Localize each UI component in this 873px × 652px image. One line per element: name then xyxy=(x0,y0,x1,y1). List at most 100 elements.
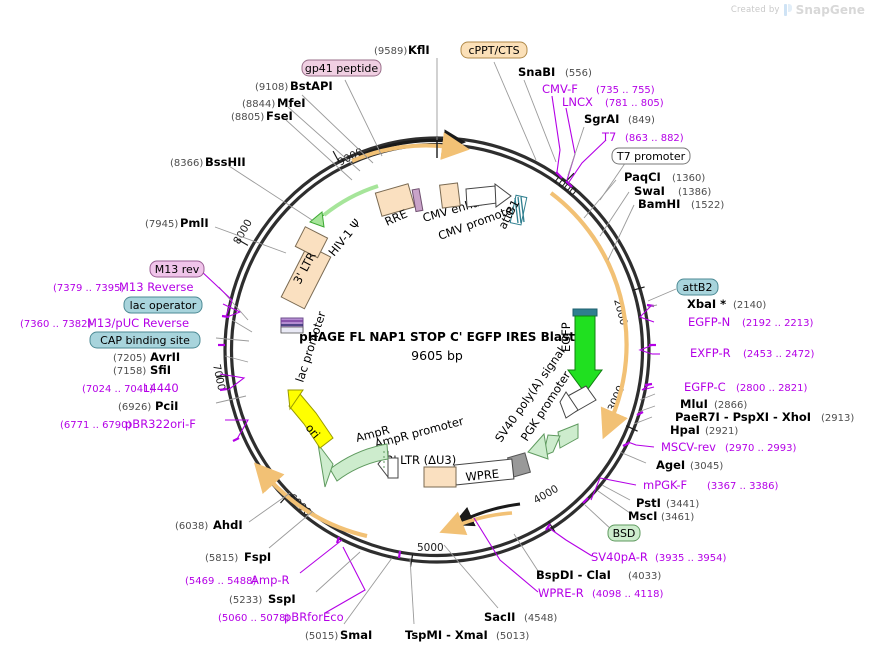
cutsite-name-psti: PstI xyxy=(636,496,661,510)
primer-name-egfp-n: EGFP-N xyxy=(688,315,730,329)
badge-label-lac-operator: lac operator xyxy=(130,299,197,312)
feature-wpre: WPRE xyxy=(453,458,515,486)
primer-pos-egfp-n: (2192 .. 2213) xyxy=(742,318,814,329)
cutsite-name-bamhi: BamHI xyxy=(638,197,680,211)
badge-m13-rev[interactable]: M13 rev xyxy=(149,260,205,278)
cutsite-pos-paer7i-pspxi-xhoi: (2913) xyxy=(821,413,854,424)
cutsite-pos-bspdi-clai: (4033) xyxy=(628,571,661,582)
cutsite-pos-swai: (1386) xyxy=(678,187,711,198)
feature-box-rre xyxy=(374,183,416,217)
primer-pos-l4440: (7024 .. 7041) xyxy=(82,384,154,395)
cutsite-pos-avrii: (7205) xyxy=(113,353,146,364)
primer-pos-cmv-f: (735 .. 755) xyxy=(596,85,655,96)
cutsite-pos-tspmi-xmai: (5013) xyxy=(496,631,529,642)
primer-name-m13-reverse: M13 Reverse xyxy=(119,280,193,294)
cutsite-pos-sgrai: (849) xyxy=(628,115,655,126)
cutsite-name-pcii: PciI xyxy=(155,399,178,413)
primer-name-lncx: LNCX xyxy=(562,95,593,109)
badge-label-bsd: BSD xyxy=(613,527,636,540)
feature-label-hiv1-psi: HIV-1 Ψ xyxy=(325,216,363,259)
badge-attb2[interactable]: attB2 xyxy=(676,278,719,296)
primer-name-wpre-r: WPRE-R xyxy=(538,586,584,600)
cutsite-name-sgrai: SgrAI xyxy=(584,112,619,126)
cutsite-pos-smai: (5015) xyxy=(305,631,338,642)
cutsite-name-swai: SwaI xyxy=(634,184,665,198)
badge-label-attb2: attB2 xyxy=(683,281,713,294)
feature-badges: gp41 peptide cPPT/CTS T7 promoter attB2 … xyxy=(89,41,719,542)
cutsite-name-fsei: FseI xyxy=(266,109,293,123)
tick-label-5000: 5000 xyxy=(417,542,444,554)
feature-lac-promoter: lac promoter xyxy=(280,309,329,384)
cutsite-name-paer7i-pspxi-xhoi: PaeR7I - PspXI - XhoI xyxy=(675,410,811,424)
primer-pos-wpre-r: (4098 .. 4118) xyxy=(592,589,664,600)
left-labels: (5233) SspI (5060 .. 5078) pBRforEco (54… xyxy=(20,280,344,624)
leader-lines xyxy=(199,58,677,625)
primer-pos-amp-r: (5469 .. 5488) xyxy=(185,576,257,587)
tick-label-4000: 4000 xyxy=(532,483,561,507)
tick-label-8000: 8000 xyxy=(231,217,255,246)
primer-name-sv40pa-r: SV40pA-R xyxy=(591,550,648,564)
primer-name-m13-puc-reverse: M13/pUC Reverse xyxy=(87,316,189,330)
primer-name-amp-r: Amp-R xyxy=(251,573,290,587)
primer-pos-egfp-c: (2800 .. 2821) xyxy=(736,383,808,394)
cutsite-pos-xbai: (2140) xyxy=(733,300,766,311)
snapgene-logo-icon xyxy=(783,4,792,16)
cutsite-name-fspi: FspI xyxy=(244,550,271,564)
badge-label-cppt-cts: cPPT/CTS xyxy=(468,44,519,57)
feature-3prime-ltr: 3' LTR xyxy=(280,226,332,310)
cutsite-name-xbai: XbaI * xyxy=(687,297,726,311)
primer-name-egfp-c: EGFP-C xyxy=(684,380,726,394)
primer-name-exfp-r: EXFP-R xyxy=(690,346,731,360)
cutsite-name-pmli: PmlI xyxy=(180,216,209,230)
orf-arcs xyxy=(253,129,629,539)
badge-cap-binding-site[interactable]: CAP binding site xyxy=(89,331,201,349)
primer-pos-pbr322ori-f: (6771 .. 6790) xyxy=(60,420,132,431)
badge-bsd[interactable]: BSD xyxy=(607,524,641,542)
feature-label-3prime-ltr-du3: 3' LTR (ΔU3) xyxy=(386,453,456,467)
watermark-created-by: Created by xyxy=(730,5,780,15)
badge-label-gp41-peptide: gp41 peptide xyxy=(305,62,379,75)
cutsite-name-bsshii: BssHII xyxy=(205,155,246,169)
badge-gp41-peptide[interactable]: gp41 peptide xyxy=(301,59,382,77)
feature-box-cmv-enhancer xyxy=(411,188,424,213)
cutsite-pos-sspi: (5233) xyxy=(229,595,262,606)
cutsite-pos-fspi: (5815) xyxy=(205,553,238,564)
cutsite-name-sacii: SacII xyxy=(484,610,515,624)
watermark-brand: SnapGene xyxy=(795,3,865,17)
cutsite-pos-ahdi: (6038) xyxy=(175,521,208,532)
badge-lac-operator[interactable]: lac operator xyxy=(123,296,203,314)
cutsite-pos-fsei: (8805) xyxy=(231,112,264,123)
cutsite-pos-bamhi: (1522) xyxy=(691,200,724,211)
badge-t7-promoter[interactable]: T7 promoter xyxy=(611,147,691,165)
cutsite-pos-snabi: (556) xyxy=(565,68,592,79)
cutsite-name-bspdi-clai: BspDI - ClaI xyxy=(536,568,611,582)
right-labels: SnaBI (556) CMV-F (735 .. 755) LNCX (781… xyxy=(518,65,854,600)
cutsite-pos-kfli: (9589) xyxy=(374,46,407,57)
primer-pos-m13-reverse: (7379 .. 7395) xyxy=(53,283,125,294)
badge-label-m13-rev: M13 rev xyxy=(155,263,200,276)
badge-cppt-cts[interactable]: cPPT/CTS xyxy=(460,41,528,59)
cutsite-name-paqci: PaqCI xyxy=(624,170,661,184)
plasmid-size: 9605 bp xyxy=(411,348,463,363)
plasmid-name: pHAGE FL NAP1 STOP C' EGFP IRES Blast xyxy=(299,330,575,344)
primer-pos-exfp-r: (2453 .. 2472) xyxy=(743,349,815,360)
cutsite-name-agei: AgeI xyxy=(656,458,685,472)
cutsite-pos-sacii: (4548) xyxy=(524,613,557,624)
cutsite-pos-pmli: (7945) xyxy=(145,219,178,230)
feature-ori: ori xyxy=(287,389,334,449)
cutsite-pos-psti: (3441) xyxy=(666,499,699,510)
primer-name-pbrforeco: pBRforEco xyxy=(284,610,344,624)
cutsite-name-mfei: MfeI xyxy=(277,96,306,110)
primer-pos-pbrforeco: (5060 .. 5078) xyxy=(218,613,290,624)
primer-pos-m13-puc-reverse: (7360 .. 7382) xyxy=(20,319,92,330)
cutsite-pos-mlui: (2866) xyxy=(714,400,747,411)
feature-ampr: AmpR xyxy=(317,422,391,488)
cutsite-pos-sfii: (7158) xyxy=(113,366,146,377)
feature-egfp: EGFP xyxy=(559,308,603,394)
primer-pos-sv40pa-r: (3935 .. 3954) xyxy=(655,553,727,564)
cutsite-name-avrii: AvrII xyxy=(150,350,180,364)
bottom-labels: SacII (4548) TspMI - XmaI (5013) (5015) … xyxy=(305,610,557,642)
cutsite-name-hpai: HpaI xyxy=(670,423,700,437)
cutsite-name-ahdi: AhdI xyxy=(213,518,243,532)
